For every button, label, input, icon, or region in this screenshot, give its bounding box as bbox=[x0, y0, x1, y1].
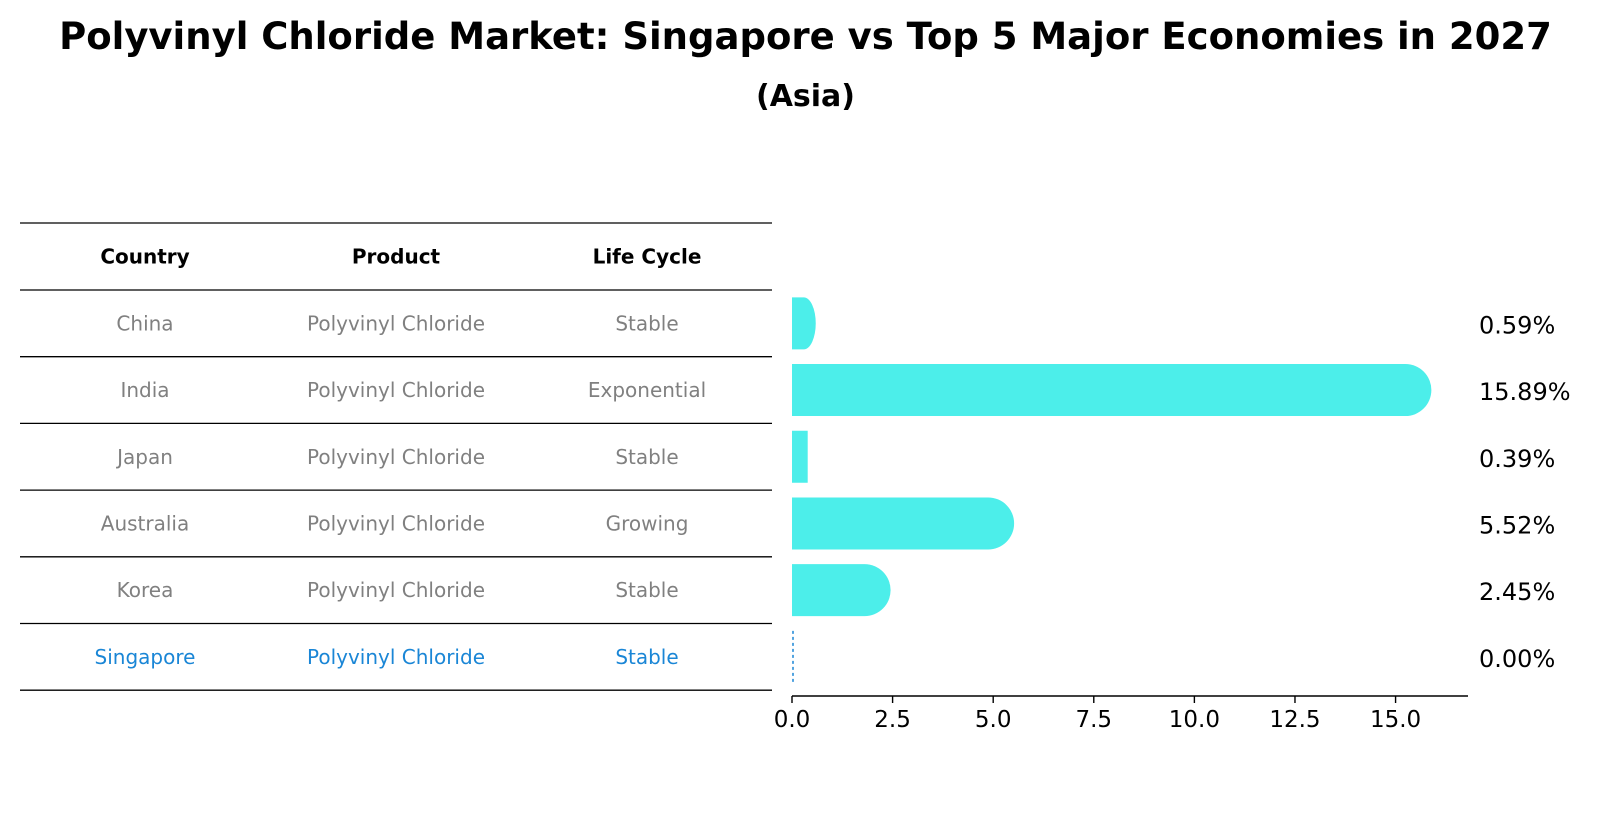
table-product-cell: Polyvinyl Chloride bbox=[307, 578, 485, 602]
table-life-cycle-cell: Exponential bbox=[588, 378, 706, 402]
table-header-product: Product bbox=[352, 245, 441, 269]
table-product-cell: Polyvinyl Chloride bbox=[307, 645, 485, 669]
bar-korea bbox=[792, 564, 891, 617]
table-country-cell: Japan bbox=[115, 445, 173, 469]
x-tick-label: 5.0 bbox=[975, 707, 1012, 733]
table-country-cell: India bbox=[120, 378, 169, 402]
value-label: 0.59% bbox=[1479, 311, 1555, 339]
x-tick-label: 2.5 bbox=[874, 707, 911, 733]
chart-subtitle: (Asia) bbox=[755, 79, 856, 114]
table-product-cell: Polyvinyl Chloride bbox=[307, 445, 485, 469]
table-product-cell: Polyvinyl Chloride bbox=[307, 511, 485, 535]
x-tick-label: 10.0 bbox=[1169, 707, 1220, 733]
chart-title: Polyvinyl Chloride Market: Singapore vs … bbox=[59, 15, 1552, 58]
value-label: 5.52% bbox=[1479, 511, 1555, 539]
table-life-cycle-cell: Stable bbox=[615, 578, 678, 602]
table-product-cell: Polyvinyl Chloride bbox=[307, 378, 485, 402]
table-country-cell: Singapore bbox=[95, 645, 196, 669]
bar-australia bbox=[792, 497, 1015, 550]
table-life-cycle-cell: Growing bbox=[606, 511, 689, 535]
x-tick-label: 7.5 bbox=[1075, 707, 1112, 733]
table-life-cycle-cell: Stable bbox=[615, 645, 678, 669]
x-tick-label: 15.0 bbox=[1370, 707, 1421, 733]
table-header-life-cycle: Life Cycle bbox=[593, 245, 702, 269]
value-label: 2.45% bbox=[1479, 578, 1555, 606]
bar-china bbox=[792, 297, 816, 350]
bar-japan bbox=[792, 430, 808, 483]
value-label: 0.39% bbox=[1479, 445, 1555, 473]
table-header-country: Country bbox=[100, 245, 189, 269]
table-country-cell: China bbox=[116, 311, 173, 335]
value-label: 0.00% bbox=[1479, 645, 1555, 673]
table-country-cell: Korea bbox=[117, 578, 174, 602]
table-life-cycle-cell: Stable bbox=[615, 445, 678, 469]
x-tick-label: 12.5 bbox=[1269, 707, 1320, 733]
x-tick-label: 0.0 bbox=[774, 707, 811, 733]
value-label: 15.89% bbox=[1479, 378, 1571, 406]
table-life-cycle-cell: Stable bbox=[615, 311, 678, 335]
bar-india bbox=[792, 364, 1432, 417]
table-country-cell: Australia bbox=[101, 511, 189, 535]
table-product-cell: Polyvinyl Chloride bbox=[307, 311, 485, 335]
